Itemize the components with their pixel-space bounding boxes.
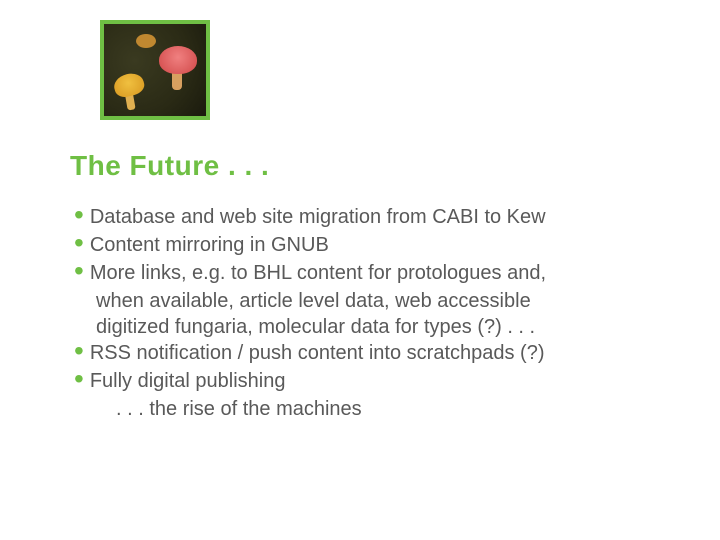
bullet-dot-icon: • [74,368,84,390]
list-item: • More links, e.g. to BHL content for pr… [74,260,650,286]
bullet-continuation: digitized fungaria, molecular data for t… [96,314,650,340]
bullet-text: Content mirroring in GNUB [90,232,329,258]
bullet-dot-icon: • [74,204,84,226]
bullet-list: • Database and web site migration from C… [70,204,650,422]
bullet-text: RSS notification / push content into scr… [90,340,545,366]
list-item: • Fully digital publishing [74,368,650,394]
slide: The Future . . . • Database and web site… [0,0,720,540]
bullet-dot-icon: • [74,340,84,362]
bullet-text: Database and web site migration from CAB… [90,204,546,230]
mushroom-photo-icon [104,24,206,116]
slide-title: The Future . . . [70,150,650,182]
list-item: • Content mirroring in GNUB [74,232,650,258]
bullet-text: More links, e.g. to BHL content for prot… [90,260,546,286]
header-image-frame [100,20,210,120]
bullet-text: Fully digital publishing [90,368,286,394]
bullet-subtext: . . . the rise of the machines [116,396,650,422]
list-item: • RSS notification / push content into s… [74,340,650,366]
list-item: • Database and web site migration from C… [74,204,650,230]
bullet-dot-icon: • [74,232,84,254]
bullet-continuation: when available, article level data, web … [96,288,650,314]
bullet-dot-icon: • [74,260,84,282]
